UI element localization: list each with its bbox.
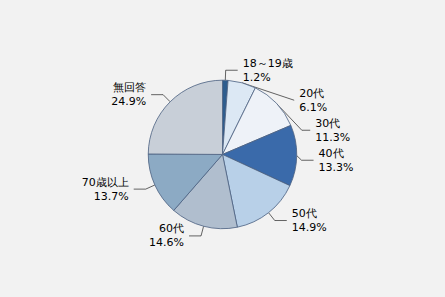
svg-text:30代: 30代 xyxy=(315,117,340,130)
svg-text:11.3%: 11.3% xyxy=(315,131,350,144)
svg-text:20代: 20代 xyxy=(299,87,324,100)
svg-text:70歳以上: 70歳以上 xyxy=(82,176,129,189)
svg-text:24.9%: 24.9% xyxy=(111,95,146,108)
svg-text:1.2%: 1.2% xyxy=(243,71,271,84)
svg-text:無回答: 無回答 xyxy=(113,81,146,94)
svg-text:13.3%: 13.3% xyxy=(319,161,354,174)
svg-text:14.6%: 14.6% xyxy=(149,236,184,249)
svg-text:60代: 60代 xyxy=(159,222,184,235)
svg-text:14.9%: 14.9% xyxy=(292,221,327,234)
svg-text:6.1%: 6.1% xyxy=(299,101,327,114)
svg-text:13.7%: 13.7% xyxy=(94,190,129,203)
svg-text:40代: 40代 xyxy=(319,147,344,160)
svg-text:18～19歳: 18～19歳 xyxy=(243,57,293,70)
svg-text:50代: 50代 xyxy=(292,207,317,220)
